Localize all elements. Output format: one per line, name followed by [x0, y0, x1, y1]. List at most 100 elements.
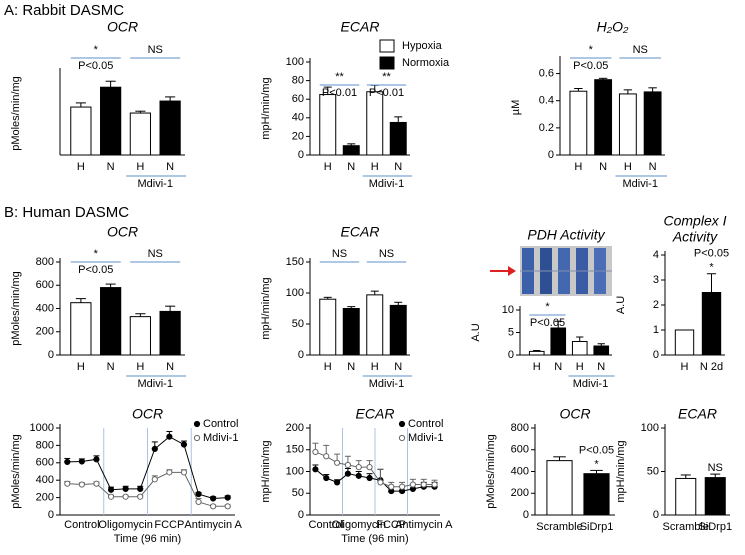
comparison-label: **	[382, 71, 391, 83]
y-axis-label: mpH/min/mg	[260, 77, 272, 139]
group-label: Mdivi-1	[623, 178, 658, 190]
marker	[107, 486, 115, 493]
marker	[137, 485, 144, 492]
panel-label: B: Human DASMC	[4, 204, 129, 221]
comparison-label: *	[589, 44, 594, 56]
marker	[323, 474, 330, 482]
marker	[409, 481, 417, 488]
x-tick-label: N	[107, 361, 115, 373]
y-tick-label: 600	[36, 457, 54, 469]
x-tick-label: N	[394, 161, 402, 173]
marker	[398, 483, 406, 490]
x-tick-label: Scramble	[663, 521, 709, 533]
marker	[180, 441, 188, 448]
marker	[137, 493, 144, 500]
bar	[674, 329, 695, 356]
marker	[122, 493, 129, 500]
y-tick-label: 400	[511, 465, 529, 477]
x-tick-label: H	[681, 361, 689, 373]
x-tick-label: H	[533, 361, 541, 373]
bar	[319, 298, 337, 356]
y-tick-label: 200	[36, 326, 54, 338]
y-axis-label: µM	[510, 100, 522, 116]
legend-label: Mdivi-1	[203, 432, 238, 444]
chart-title: ECAR	[678, 406, 717, 422]
marker	[151, 445, 158, 452]
chart-title: OCR	[559, 406, 590, 422]
bar	[389, 304, 407, 356]
x-tick-label: H	[77, 161, 85, 173]
bar	[550, 327, 567, 356]
bar	[701, 292, 722, 356]
marker	[366, 474, 373, 482]
bar	[593, 345, 610, 356]
y-tick-label: 0	[48, 349, 54, 361]
marker	[420, 481, 427, 488]
bar	[594, 79, 613, 156]
marker	[151, 476, 158, 483]
comparison-label: P<0.01	[322, 87, 357, 99]
y-tick-label: 20	[292, 130, 304, 142]
marker	[166, 469, 173, 476]
marker	[166, 433, 173, 440]
marker	[312, 448, 319, 456]
marker	[195, 498, 202, 506]
bar	[618, 93, 637, 156]
bar	[159, 100, 181, 156]
x-tick-label: N 2d	[700, 361, 723, 373]
y-tick-label: 80	[292, 75, 304, 87]
bar	[704, 477, 726, 516]
y-axis-label: pMoles/min/mg	[10, 271, 22, 346]
y-tick-label: 2	[653, 299, 659, 311]
chart-title: ECAR	[341, 19, 380, 35]
marker	[344, 470, 352, 477]
marker	[210, 495, 217, 502]
y-tick-label: 50	[647, 465, 659, 477]
y-axis-label: pMoles/min/mg	[10, 76, 22, 151]
comparison-label: P<0.05	[78, 264, 113, 276]
y-tick-label: 100	[286, 465, 304, 477]
x-axis-label: Time (96 min)	[341, 533, 408, 545]
x-tick-label: N	[166, 161, 174, 173]
phase-label: Antimycin A	[395, 519, 453, 531]
x-tick-label: N	[166, 361, 174, 373]
arrow	[490, 266, 516, 276]
y-axis-label: A.U	[470, 323, 482, 341]
bar	[571, 341, 588, 356]
y-tick-label: 200	[286, 422, 304, 434]
y-tick-label: 100	[286, 56, 304, 68]
phase-label: Oligomycin	[98, 519, 152, 531]
x-tick-label: H	[324, 161, 332, 173]
phase-label: Control	[64, 519, 99, 531]
y-axis-label: pMoles/min/mg	[10, 434, 22, 509]
chart-title: PDH Activity	[527, 227, 605, 243]
comparison-label: NS	[379, 248, 394, 260]
phase-label: FCCP	[376, 519, 406, 531]
marker	[377, 479, 384, 486]
bar	[129, 112, 151, 156]
comparison-label: NS	[332, 248, 347, 260]
bar	[342, 308, 360, 356]
y-tick-label: 100	[286, 287, 304, 299]
bar	[569, 90, 588, 156]
legend-label: Control	[408, 418, 443, 430]
x-tick-label: N	[599, 161, 607, 173]
y-tick-label: 400	[36, 302, 54, 314]
marker	[388, 483, 395, 490]
chart-title: OCR	[132, 406, 163, 422]
bar	[70, 302, 92, 356]
marker	[312, 466, 319, 473]
y-axis-label: A.U	[615, 296, 627, 314]
x-tick-label: H	[324, 361, 332, 373]
y-tick-label: 50	[292, 487, 304, 499]
y-tick-label: 0	[298, 509, 304, 521]
marker	[93, 456, 100, 463]
phase-label: Oligomycin	[332, 519, 386, 531]
y-tick-label: 200	[36, 492, 54, 504]
chart-title: OCR	[107, 19, 138, 35]
comparison-label: NS	[148, 44, 163, 56]
y-tick-label: 800	[36, 439, 54, 451]
y-tick-label: 200	[511, 487, 529, 499]
legend-marker	[193, 434, 201, 442]
y-axis-label: mpH/min/mg	[260, 277, 272, 339]
